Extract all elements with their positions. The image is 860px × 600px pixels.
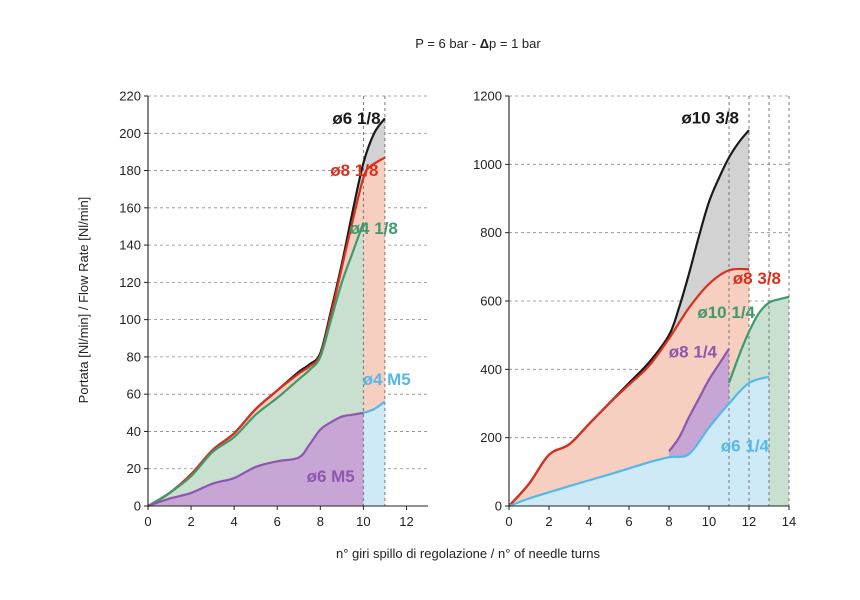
condition-title: P = 6 bar - Δp = 1 bar	[415, 36, 541, 51]
left-y-tick-label: 60	[127, 387, 141, 402]
right-label-o10-3-8: ø10 3/8	[681, 108, 739, 127]
left-line-o6-m5	[147, 411, 364, 508]
left-label-o4-1-8: ø4 1/8	[350, 219, 398, 238]
left-label-o6-1-8: ø6 1/8	[332, 109, 380, 128]
right-area-o6-1-4	[509, 376, 769, 506]
left-line-o4-m5	[363, 400, 386, 414]
x-axis-label: n° giri spillo di regolazione / n° of ne…	[336, 546, 601, 561]
left-y-tick-label: 120	[119, 275, 141, 290]
left-y-tick-label: 0	[134, 499, 141, 514]
left-y-tick-label: 160	[119, 200, 141, 215]
right-line-o8-1-4	[668, 348, 730, 452]
right-x-tick-label: 0	[505, 514, 512, 529]
right-y-tick-label: 600	[480, 294, 502, 309]
right-y-tick-label: 800	[480, 225, 502, 240]
y-axis-label: Portata [Nl/min] / Flow Rate [Nl/min]	[76, 197, 91, 404]
right-x-tick-label: 12	[742, 514, 756, 529]
left-label-o4-m5: ø4 M5	[363, 370, 411, 389]
left-y-tick-label: 180	[119, 163, 141, 178]
left-y-tick-label: 200	[119, 126, 141, 141]
condition-suffix: p = 1 bar	[489, 36, 541, 51]
left-y-tick-label: 140	[119, 238, 141, 253]
condition-prefix: P = 6 bar -	[415, 36, 479, 51]
right-x-tick-label: 2	[545, 514, 552, 529]
left-chart-panel: 0 20 40 60 80 100 120 140 160 180 200 220 0 2 4 6 8 10 12 ø…	[119, 89, 428, 529]
right-label-o8-1-4: ø8 1/4	[669, 342, 718, 361]
right-y-tick-label: 0	[495, 499, 502, 514]
left-area-o6-m5	[148, 412, 364, 506]
right-label-o6-1-4: ø6 1/4	[721, 436, 770, 455]
right-x-tick-label: 10	[702, 514, 716, 529]
right-chart-panel: 0 200 400 600 800 1000 1200 0 2 4 6 8 10 12 14 ø10 3/8 ø…	[473, 89, 796, 530]
left-y-tick-label: 80	[127, 349, 141, 364]
right-y-tick-label: 1000	[473, 157, 502, 172]
left-x-tick-label: 8	[317, 514, 324, 529]
left-y-tick-label: 100	[119, 312, 141, 327]
right-label-o10-1-4: ø10 1/4	[697, 303, 755, 322]
left-line-o4-1-8	[147, 222, 365, 507]
right-y-tick-label: 200	[480, 430, 502, 445]
left-y-tick-label: 40	[127, 424, 141, 439]
left-area-o4-m5	[363, 401, 385, 506]
left-x-tick-label: 4	[231, 514, 238, 529]
left-label-o6-m5: ø6 M5	[307, 467, 355, 486]
left-x-tick-label: 6	[274, 514, 281, 529]
left-y-tick-label: 220	[119, 89, 141, 104]
left-x-tick-label: 12	[399, 514, 413, 529]
left-area-o4-1-8	[148, 222, 364, 507]
left-line-o8-1-8	[147, 156, 386, 507]
right-x-tick-label: 14	[782, 514, 796, 529]
right-line-o10-1-4	[727, 295, 790, 384]
left-x-tick-label: 0	[144, 514, 151, 529]
right-line-o8-3-8	[508, 267, 750, 507]
right-x-tick-label: 4	[585, 514, 592, 529]
left-label-o8-1-8: ø8 1/8	[330, 161, 378, 180]
right-x-tick-label: 8	[665, 514, 672, 529]
left-x-tick-label: 2	[187, 514, 194, 529]
right-x-tick-label: 6	[625, 514, 632, 529]
left-x-tick-label: 10	[356, 514, 370, 529]
right-y-tick-label: 1200	[473, 89, 502, 104]
right-y-tick-label: 400	[480, 362, 502, 377]
right-line-o6-1-4	[508, 375, 770, 508]
right-label-o8-3-8: ø8 3/8	[733, 269, 781, 288]
delta-symbol: Δ	[480, 36, 489, 51]
left-y-tick-label: 20	[127, 461, 141, 476]
